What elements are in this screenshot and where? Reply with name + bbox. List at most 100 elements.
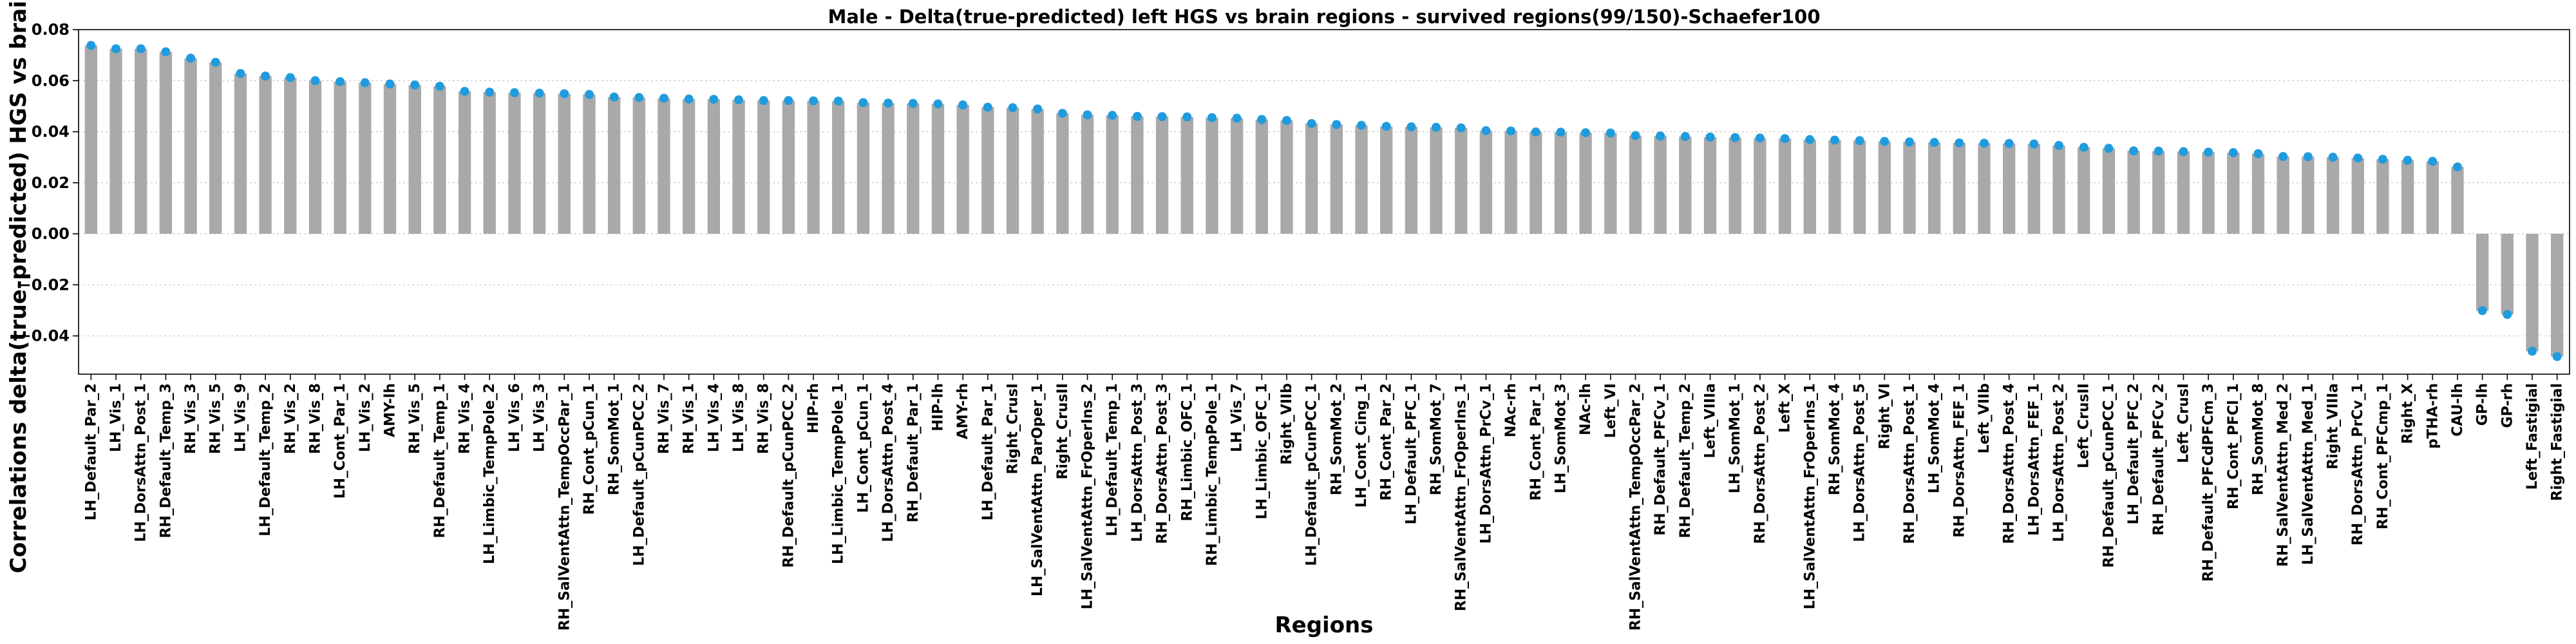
bar [1255,119,1268,234]
bar [508,92,521,234]
bar [2003,143,2016,234]
y-axis-ticks: −0.04 −0.02 0.00 0.02 0.04 0.06 0.08 [19,21,79,345]
x-tick-label: LH_Vis_8 [731,383,747,452]
data-point [983,102,992,112]
bar [1604,133,1617,234]
x-tick-label: Left_VI [1603,383,1619,438]
bar [1479,130,1493,234]
bar [807,100,820,234]
data-point [211,57,220,67]
y-tick-label: −0.04 [19,327,70,345]
x-axis-ticks: LH_Default_Par_2 LH_Vis_1 LH_DorsAttn_Post… [83,374,2566,630]
data-point [858,98,868,108]
data-point [809,96,819,106]
x-tick-label: LH_Vis_1 [108,383,124,452]
data-point [435,81,444,91]
data-point [535,88,544,98]
bar [2177,151,2190,234]
bar [2550,234,2564,357]
data-point [2228,148,2238,158]
x-tick-label: RH_Vis_7 [656,383,672,454]
data-point [2204,147,2213,157]
data-point [609,92,619,102]
x-tick-label: LH_DorsAttn_PrCv_1 [1478,383,1494,544]
x-tick-label: LH_Vis_7 [1229,383,1245,452]
data-point [584,90,594,99]
data-point [1257,115,1267,124]
bar [2501,234,2514,315]
x-tick-label: Right_VI [1877,383,1893,450]
data-point [1605,128,1615,138]
x-tick-label: RH_Vis_4 [457,383,473,454]
x-tick-label: LH_Cont_pCun_1 [855,383,871,513]
bar [1579,133,1592,234]
bar-series [84,45,2564,357]
data-point [2054,140,2064,150]
data-point [1406,122,1416,131]
data-point [236,69,245,79]
data-point [2552,352,2562,361]
x-tick-label: RH_Default_PFCv_1 [1653,383,1669,536]
x-tick-label: RH_Vis_3 [183,383,199,454]
data-point [385,79,395,89]
bar [2351,158,2364,234]
data-point [1780,134,1790,144]
data-point [2253,149,2263,158]
bar [1330,124,1343,234]
x-tick-label: RH_Default_PFCdPFCm_3 [2201,383,2217,582]
data-point [336,77,345,86]
x-tick-label: RH_Default_Temp_1 [432,383,448,538]
data-point [360,78,370,88]
bar [1405,126,1418,234]
bar [2027,144,2041,234]
grid-lines [79,29,2570,337]
x-tick-label: RH_Cont_Par_2 [1379,383,1395,500]
x-tick-label: LH_Cont_Cing_1 [1354,383,1370,507]
bar [1853,140,1866,234]
data-point [2428,156,2438,166]
x-tick-label: LH_Default_PFC_1 [1403,383,1419,524]
data-point [2004,138,2014,148]
x-tick-label: RH_Limbic_TempPole_1 [1204,383,1220,566]
x-tick-label: LH_Default_PFC_2 [2126,383,2142,524]
x-tick-label: RH_Default_pCunPCC_2 [781,383,797,568]
bar [1530,131,1542,234]
bar [1380,126,1393,234]
data-point [1456,123,1466,133]
bar [2401,160,2414,234]
x-tick-label: Left_X [1777,383,1794,433]
x-tick-label: GP-rh [2499,383,2515,428]
x-tick-label: LH_SomMot_4 [1927,383,1943,493]
bar [2127,151,2140,234]
x-tick-label: LH_DorsAttn_FEF_1 [2026,383,2042,536]
data-point [485,88,495,97]
x-tick-label: RH_DorsAttn_Post_4 [2002,383,2018,544]
data-point [1755,133,1765,143]
x-tick-label: RH_DorsAttn_Post_1 [1902,383,1918,544]
bar [1778,138,1792,234]
bar [159,52,173,234]
data-point [1556,128,1566,137]
x-tick-label: Right_VIIb [1279,383,1295,465]
bar [1430,127,1443,234]
bar [907,103,920,234]
data-point [1207,113,1217,122]
data-point [1929,138,1939,147]
bar [1006,108,1019,234]
data-point [136,44,146,53]
bar [1554,132,1567,234]
data-point [1157,112,1167,122]
data-point [1182,112,1192,122]
data-point [1332,120,1341,129]
x-tick-label: LH_Vis_4 [706,383,722,452]
bar [483,92,496,234]
data-point [1232,113,1242,123]
data-point [958,100,968,109]
bar [607,97,621,234]
bar [1230,118,1244,234]
data-point [2104,144,2114,153]
y-tick-label: 0.02 [32,174,70,192]
bar [682,99,696,234]
bar [1504,131,1517,234]
x-tick-label: LH_Limbic_TempPole_1 [831,383,847,564]
